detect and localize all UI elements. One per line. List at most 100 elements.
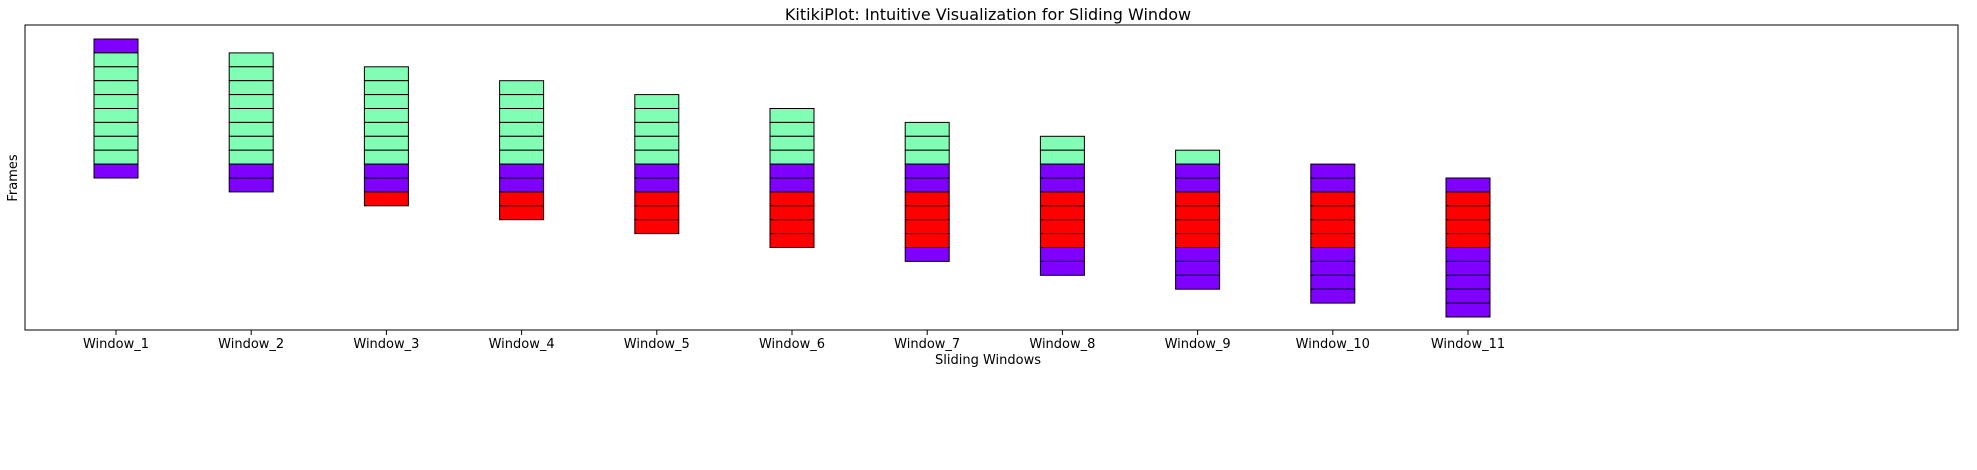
cell-window_5-2 bbox=[634, 108, 680, 123]
cell-window_5-10 bbox=[634, 219, 680, 235]
cell-window_5-8 bbox=[634, 191, 680, 207]
x-tick-label-5: Window_5 bbox=[624, 337, 690, 352]
cell-window_1-2 bbox=[93, 52, 139, 68]
cell-window_8-6 bbox=[1039, 205, 1085, 221]
cell-window_5-5 bbox=[634, 149, 680, 165]
cell-window_10-4 bbox=[1310, 205, 1356, 221]
cell-window_1-9 bbox=[93, 149, 139, 165]
x-axis-label: Sliding Windows bbox=[935, 353, 1041, 368]
x-tick-label-8: Window_8 bbox=[1029, 337, 1095, 352]
cell-window_8-9 bbox=[1039, 247, 1085, 262]
x-tick-label-11: Window_11 bbox=[1431, 337, 1505, 352]
cell-window_3-10 bbox=[363, 191, 409, 207]
cell-window_4-10 bbox=[499, 205, 545, 221]
cell-window_3-9 bbox=[363, 177, 409, 193]
chart-title: KitikiPlot: Intuitive Visualization for … bbox=[785, 5, 1191, 24]
cell-window_6-7 bbox=[769, 191, 815, 207]
cell-window_3-4 bbox=[363, 108, 409, 123]
cell-window_4-8 bbox=[499, 177, 545, 193]
cell-window_10-5 bbox=[1310, 219, 1356, 235]
cell-window_4-7 bbox=[499, 163, 545, 179]
cell-window_8-7 bbox=[1039, 219, 1085, 235]
cell-window_2-7 bbox=[228, 135, 274, 151]
cell-window_3-3 bbox=[363, 94, 409, 109]
cell-window_6-10 bbox=[769, 233, 815, 249]
cell-window_2-6 bbox=[228, 121, 274, 137]
cell-window_5-3 bbox=[634, 121, 680, 137]
cell-window_6-8 bbox=[769, 205, 815, 221]
cell-window_4-6 bbox=[499, 149, 545, 165]
cell-window_9-2 bbox=[1175, 163, 1221, 179]
cell-window_11-9 bbox=[1445, 288, 1491, 304]
cell-window_6-3 bbox=[769, 135, 815, 151]
cell-window_11-5 bbox=[1445, 233, 1491, 249]
cell-window_2-4 bbox=[228, 94, 274, 109]
cell-window_8-5 bbox=[1039, 191, 1085, 207]
cell-window_5-6 bbox=[634, 163, 680, 179]
cell-window_2-1 bbox=[228, 52, 274, 68]
x-tick-label-10: Window_10 bbox=[1296, 337, 1370, 352]
cell-window_10-10 bbox=[1310, 288, 1356, 304]
cell-window_1-5 bbox=[93, 94, 139, 109]
cell-window_4-2 bbox=[499, 94, 545, 109]
x-tick-label-7: Window_7 bbox=[894, 337, 960, 352]
cell-window_6-2 bbox=[769, 121, 815, 137]
cell-window_1-8 bbox=[93, 135, 139, 151]
x-tick-label-6: Window_6 bbox=[759, 337, 825, 352]
x-tick-group: Window_1 Window_2 Window_3 Window_4 Window_5… bbox=[83, 330, 1505, 352]
plot-frame bbox=[24, 24, 1959, 331]
cell-window_1-4 bbox=[93, 80, 139, 96]
cell-window_7-7 bbox=[904, 205, 950, 221]
cell-window_7-10 bbox=[904, 247, 950, 262]
cell-window_2-8 bbox=[228, 149, 274, 165]
cell-window_3-7 bbox=[363, 149, 409, 165]
cell-window_9-4 bbox=[1175, 191, 1221, 207]
cell-window_6-5 bbox=[769, 163, 815, 179]
cell-window_7-5 bbox=[904, 177, 950, 193]
cell-window_10-6 bbox=[1310, 233, 1356, 249]
cell-window_11-7 bbox=[1445, 260, 1491, 276]
cell-window_1-6 bbox=[93, 108, 139, 123]
cell-window_3-5 bbox=[363, 121, 409, 137]
cell-window_9-6 bbox=[1175, 219, 1221, 235]
x-tick-label-2: Window_2 bbox=[218, 337, 284, 352]
cell-window_3-8 bbox=[363, 163, 409, 179]
cell-window_7-4 bbox=[904, 163, 950, 179]
cell-window_4-1 bbox=[499, 80, 545, 96]
cell-window_4-9 bbox=[499, 191, 545, 207]
cell-window_8-8 bbox=[1039, 233, 1085, 249]
cell-window_8-4 bbox=[1039, 177, 1085, 193]
cell-window_10-7 bbox=[1310, 247, 1356, 262]
cell-window_1-1 bbox=[93, 38, 139, 54]
cell-window_4-3 bbox=[499, 108, 545, 123]
cell-window_1-3 bbox=[93, 66, 139, 82]
cell-window_5-9 bbox=[634, 205, 680, 221]
cell-window_5-7 bbox=[634, 177, 680, 193]
cell-window_4-5 bbox=[499, 135, 545, 151]
cell-window_3-6 bbox=[363, 135, 409, 151]
cell-window_10-3 bbox=[1310, 191, 1356, 207]
cell-window_6-1 bbox=[769, 108, 815, 123]
cell-window_3-2 bbox=[363, 80, 409, 96]
cell-window_11-3 bbox=[1445, 205, 1491, 221]
cell-window_9-7 bbox=[1175, 233, 1221, 249]
cell-window_11-4 bbox=[1445, 219, 1491, 235]
cell-window_9-10 bbox=[1175, 274, 1221, 290]
x-tick-label-4: Window_4 bbox=[489, 337, 555, 352]
cell-window_9-1 bbox=[1175, 149, 1221, 165]
cell-window_2-3 bbox=[228, 80, 274, 96]
cell-window_8-1 bbox=[1039, 135, 1085, 151]
cell-window_7-9 bbox=[904, 233, 950, 249]
cell-window_5-4 bbox=[634, 135, 680, 151]
window-cells bbox=[93, 38, 1491, 318]
cell-window_10-1 bbox=[1310, 163, 1356, 179]
cell-window_7-3 bbox=[904, 149, 950, 165]
cell-window_6-6 bbox=[769, 177, 815, 193]
cell-window_6-4 bbox=[769, 149, 815, 165]
cell-window_7-2 bbox=[904, 135, 950, 151]
cell-window_11-8 bbox=[1445, 274, 1491, 290]
cell-window_11-6 bbox=[1445, 247, 1491, 262]
cell-window_7-8 bbox=[904, 219, 950, 235]
cell-window_5-1 bbox=[634, 94, 680, 109]
